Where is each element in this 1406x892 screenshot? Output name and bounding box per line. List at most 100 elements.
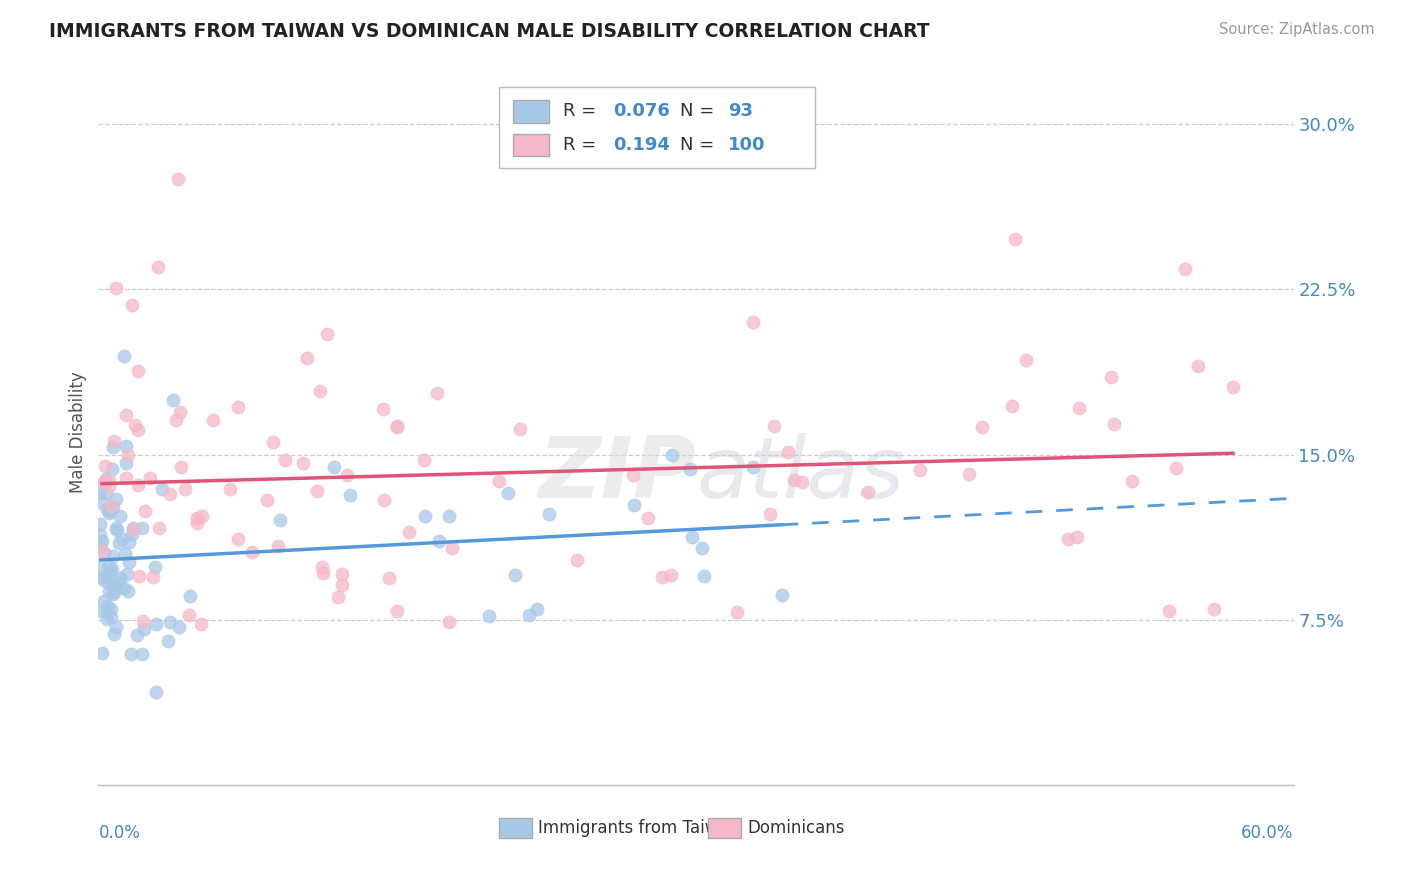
Point: [690, 541, 713, 555]
Text: Dominicans: Dominicans: [748, 819, 845, 837]
Point: [131, 647, 153, 661]
Point: [142, 570, 165, 584]
Point: [94, 485, 117, 500]
Point: [226, 400, 249, 414]
Point: [681, 530, 703, 544]
Point: [96, 502, 118, 516]
Text: 0.0%: 0.0%: [98, 823, 141, 842]
Point: [89, 527, 111, 541]
Point: [373, 493, 395, 508]
Point: [167, 619, 190, 633]
Point: [311, 559, 333, 574]
Point: [114, 439, 136, 453]
Point: [218, 482, 240, 496]
Text: 60.0%: 60.0%: [1241, 823, 1294, 842]
Point: [526, 601, 548, 615]
Point: [1222, 379, 1244, 393]
Point: [115, 471, 138, 485]
Point: [623, 499, 645, 513]
Point: [179, 608, 201, 623]
Point: [267, 539, 290, 553]
Point: [762, 418, 785, 433]
Point: [202, 413, 225, 427]
Point: [121, 298, 143, 312]
Point: [307, 483, 329, 498]
Point: [256, 493, 278, 508]
Point: [957, 467, 980, 481]
Point: [167, 172, 190, 186]
Point: [1066, 530, 1088, 544]
Point: [191, 509, 214, 524]
Point: [118, 535, 141, 549]
Point: [1001, 399, 1024, 413]
Point: [103, 585, 125, 599]
Point: [98, 503, 121, 517]
Point: [637, 510, 659, 524]
Point: [107, 575, 129, 590]
Point: [312, 566, 335, 581]
Point: [93, 459, 115, 474]
Point: [1015, 353, 1038, 368]
Point: [295, 351, 318, 365]
Point: [104, 281, 127, 295]
Point: [152, 482, 174, 496]
Point: [908, 463, 931, 477]
Point: [437, 615, 460, 629]
Point: [741, 460, 763, 475]
Point: [385, 604, 409, 618]
Point: [103, 549, 125, 563]
Point: [413, 508, 436, 523]
Point: [378, 571, 401, 585]
Point: [426, 386, 449, 401]
Point: [190, 617, 212, 632]
Point: [93, 569, 115, 583]
Point: [776, 445, 799, 459]
Point: [90, 560, 112, 574]
Point: [91, 544, 114, 558]
Point: [269, 513, 291, 527]
Point: [169, 460, 191, 475]
Point: [1187, 359, 1209, 373]
Point: [96, 599, 118, 613]
Point: [97, 584, 120, 599]
FancyBboxPatch shape: [513, 100, 548, 122]
Point: [91, 496, 114, 510]
Y-axis label: Male Disability: Male Disability: [69, 372, 87, 493]
Point: [186, 511, 208, 525]
Point: [100, 609, 122, 624]
Point: [103, 579, 125, 593]
Point: [565, 552, 588, 566]
Point: [398, 524, 420, 539]
Point: [132, 622, 155, 636]
Point: [98, 559, 121, 574]
Point: [94, 472, 117, 486]
Point: [122, 521, 145, 535]
Point: [108, 571, 131, 585]
Point: [538, 507, 561, 521]
Point: [661, 448, 683, 462]
Point: [1159, 604, 1181, 618]
Point: [127, 478, 149, 492]
Point: [91, 646, 114, 660]
Point: [385, 420, 409, 434]
Point: [741, 315, 763, 329]
Point: [1174, 262, 1197, 277]
Point: [103, 578, 125, 592]
Point: [122, 522, 145, 536]
Point: [90, 533, 112, 548]
Point: [110, 509, 132, 524]
Text: atlas: atlas: [696, 434, 904, 516]
Point: [103, 627, 125, 641]
Point: [186, 516, 208, 531]
Point: [120, 647, 142, 661]
Point: [104, 578, 127, 592]
Point: [371, 402, 394, 417]
Point: [488, 474, 510, 488]
Point: [517, 608, 540, 623]
Point: [93, 475, 115, 490]
Point: [107, 536, 129, 550]
Point: [101, 500, 124, 514]
Point: [441, 541, 464, 555]
Point: [105, 620, 128, 634]
Point: [339, 487, 361, 501]
